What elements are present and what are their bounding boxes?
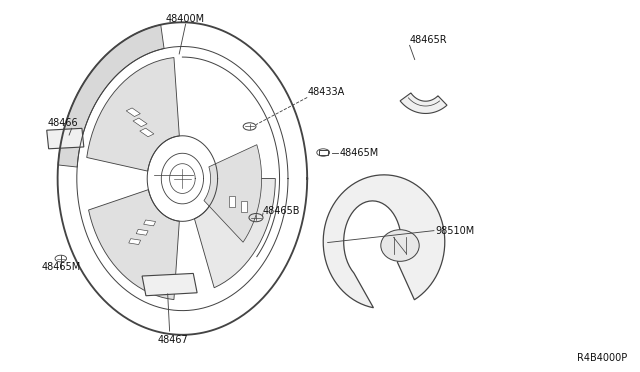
Text: 98510M: 98510M <box>435 226 474 235</box>
Polygon shape <box>87 58 179 171</box>
Text: R4B4000P: R4B4000P <box>577 353 627 363</box>
Polygon shape <box>400 93 447 113</box>
Bar <box>126 108 140 116</box>
Polygon shape <box>195 179 275 288</box>
Text: 48467: 48467 <box>157 335 188 345</box>
Text: 48465B: 48465B <box>262 206 300 216</box>
Polygon shape <box>47 128 84 149</box>
Polygon shape <box>142 273 197 296</box>
Ellipse shape <box>381 230 419 262</box>
Bar <box>133 118 147 126</box>
Polygon shape <box>204 145 262 242</box>
Text: 48465R: 48465R <box>410 35 447 45</box>
Text: 48465M: 48465M <box>42 262 81 272</box>
Bar <box>136 229 148 235</box>
Text: 48400M: 48400M <box>166 14 205 24</box>
Bar <box>143 220 156 226</box>
Text: 48466: 48466 <box>48 118 79 128</box>
Bar <box>241 201 247 212</box>
Polygon shape <box>58 25 164 167</box>
Polygon shape <box>323 175 445 308</box>
Bar <box>140 128 154 137</box>
Bar <box>129 239 141 244</box>
Text: 48433A: 48433A <box>307 87 344 97</box>
Text: 48465M: 48465M <box>339 148 378 157</box>
Bar <box>319 150 328 155</box>
Polygon shape <box>88 190 179 299</box>
Bar <box>230 196 236 207</box>
